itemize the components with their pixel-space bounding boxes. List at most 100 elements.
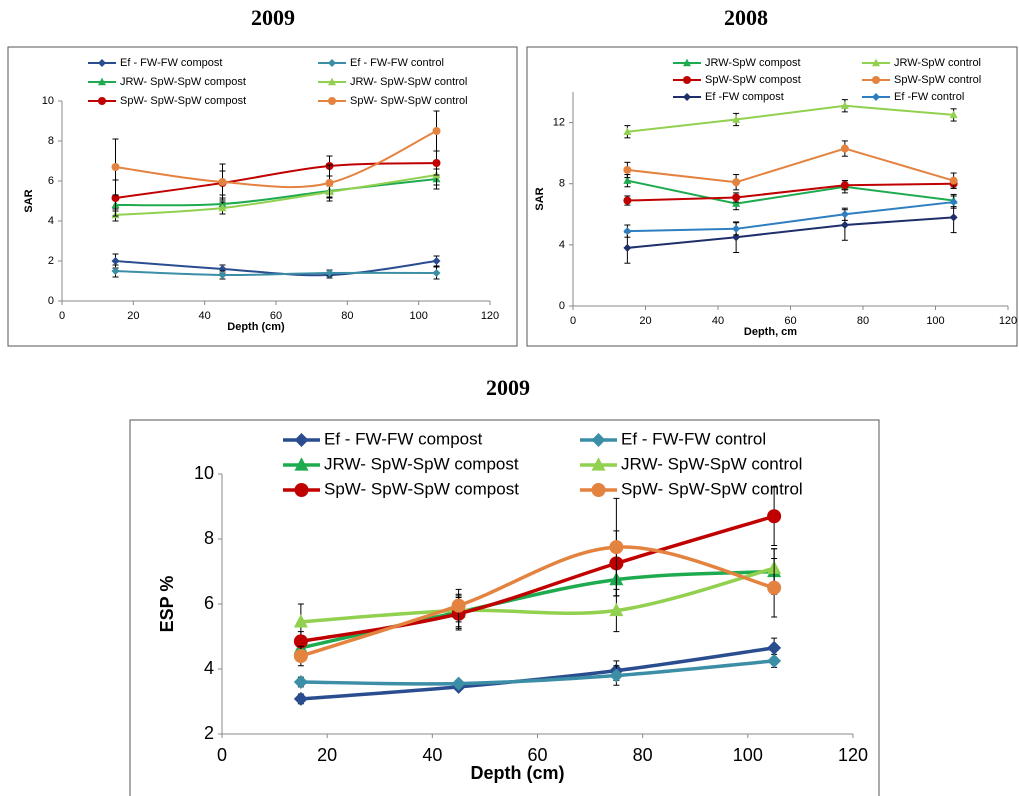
marker	[609, 540, 624, 555]
series-line	[300, 646, 775, 701]
marker	[609, 602, 624, 617]
x-tick-label: 80	[857, 315, 869, 327]
series-line	[627, 179, 954, 205]
marker	[218, 203, 227, 212]
marker	[949, 110, 958, 119]
x-tick-label: 60	[784, 315, 796, 327]
marker	[767, 509, 782, 524]
y-tick-label: 0	[559, 300, 565, 312]
legend-label: Ef -FW control	[894, 91, 964, 103]
legend-marker	[294, 433, 309, 447]
marker	[623, 243, 632, 252]
x-tick-label: 120	[838, 745, 868, 765]
x-tick-label: 0	[217, 745, 227, 765]
panel-border	[526, 46, 1018, 347]
y-axis-label: ESP %	[157, 576, 177, 633]
y-tick-label: 8	[48, 135, 54, 147]
marker	[293, 634, 308, 649]
y-tick-label: 10	[194, 463, 214, 483]
chart-title: 2009	[251, 5, 295, 30]
marker	[623, 127, 632, 135]
marker	[111, 194, 120, 202]
chart-title: 2008	[724, 5, 768, 30]
marker	[623, 227, 632, 236]
series-line	[115, 130, 437, 189]
x-tick-label: 40	[712, 315, 724, 327]
legend-marker	[98, 59, 106, 67]
marker	[293, 614, 308, 628]
legend-label: Ef -FW compost	[705, 91, 784, 103]
panel-border	[129, 419, 880, 796]
marker	[840, 101, 849, 109]
x-tick-label: 60	[270, 310, 282, 322]
marker	[732, 178, 741, 187]
y-tick-label: 12	[553, 116, 565, 128]
legend-marker	[328, 97, 336, 105]
legend-label: SpW-SpW compost	[705, 74, 801, 86]
x-tick-label: 0	[570, 315, 576, 327]
y-tick-label: 10	[42, 95, 54, 107]
legend-marker	[872, 93, 880, 101]
legend-label: JRW- SpW-SpW compost	[120, 76, 246, 88]
panel-border	[7, 46, 518, 347]
marker	[949, 176, 958, 185]
x-tick-label: 100	[409, 310, 427, 322]
marker	[623, 176, 632, 184]
marker	[767, 580, 782, 595]
legend-label: SpW-SpW control	[894, 74, 981, 86]
legend-label: Ef - FW-FW control	[621, 429, 766, 448]
x-axis-label: Depth (cm)	[471, 763, 565, 783]
legend-label: SpW- SpW-SpW compost	[120, 95, 246, 107]
x-tick-label: 80	[341, 310, 353, 322]
legend-marker	[591, 433, 606, 447]
series-line	[115, 162, 437, 199]
x-tick-label: 40	[422, 745, 442, 765]
x-axis-label: Depth, cm	[744, 326, 797, 338]
y-tick-label: 4	[559, 239, 565, 251]
series-line	[300, 566, 775, 624]
y-tick-label: 8	[559, 178, 565, 190]
marker	[293, 691, 308, 706]
legend-marker	[328, 77, 336, 86]
marker	[325, 269, 334, 277]
marker	[767, 640, 782, 655]
marker	[949, 198, 958, 207]
y-tick-label: 4	[48, 215, 54, 227]
legend-label: SpW- SpW-SpW compost	[324, 479, 519, 498]
legend-marker	[872, 76, 880, 84]
marker	[732, 199, 741, 207]
legend-marker	[683, 58, 691, 67]
series-line	[300, 569, 775, 650]
legend-marker	[294, 483, 309, 497]
marker	[732, 193, 741, 202]
series-line	[115, 178, 437, 207]
marker	[840, 210, 849, 219]
legend-marker	[591, 483, 606, 497]
y-tick-label: 6	[204, 593, 214, 613]
marker	[623, 165, 632, 174]
marker	[767, 653, 782, 668]
x-tick-label: 20	[639, 315, 651, 327]
legend-label: JRW- SpW-SpW control	[350, 76, 467, 88]
legend-marker	[294, 457, 309, 471]
series-line	[627, 182, 954, 202]
marker	[325, 179, 334, 187]
series-line	[627, 216, 954, 249]
marker	[111, 267, 120, 275]
x-tick-label: 0	[59, 310, 65, 322]
x-tick-label: 20	[317, 745, 337, 765]
series-line	[300, 659, 775, 686]
y-tick-label: 6	[48, 175, 54, 187]
marker	[111, 163, 120, 171]
chart-title: 2009	[486, 375, 530, 400]
x-tick-label: 100	[926, 315, 944, 327]
y-axis-label: SAR	[534, 187, 546, 210]
marker	[293, 649, 308, 663]
legend-marker	[683, 76, 691, 84]
marker	[293, 675, 308, 689]
legend-marker	[872, 58, 880, 67]
y-tick-label: 0	[48, 295, 54, 307]
x-tick-label: 100	[733, 745, 763, 765]
x-tick-label: 120	[999, 315, 1017, 327]
